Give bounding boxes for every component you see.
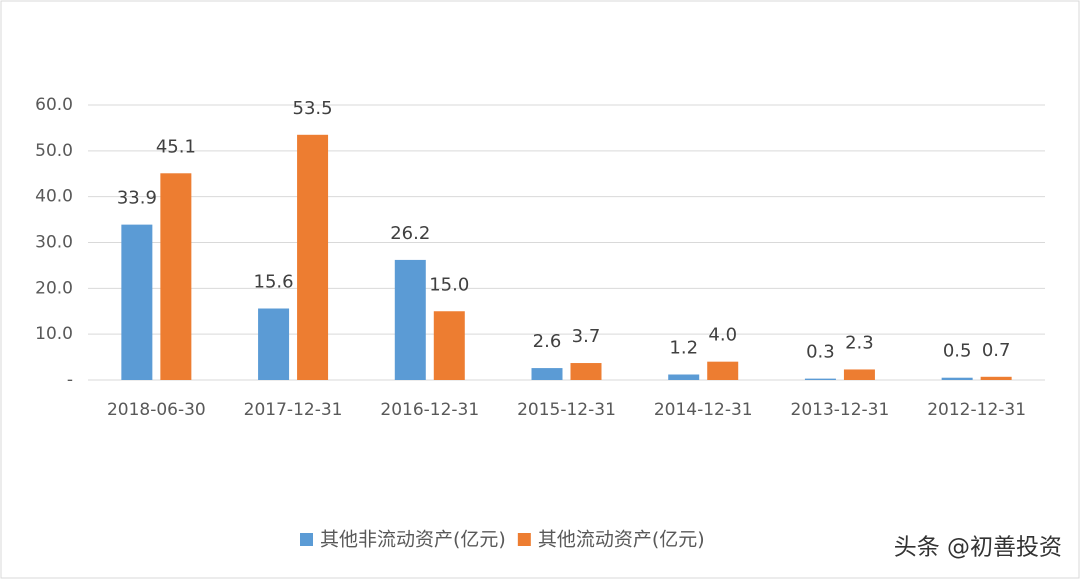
bar: [121, 224, 153, 380]
bar: [843, 369, 875, 380]
y-tick-label: -: [67, 370, 73, 390]
bar: [980, 376, 1012, 380]
legend-label: 其他非流动资产(亿元): [320, 529, 506, 551]
y-tick-label: 30.0: [35, 233, 73, 253]
watermark: 头条 @初善投资: [894, 535, 1062, 561]
y-tick-label: 10.0: [35, 324, 73, 344]
x-tick-label: 2015-12-31: [517, 400, 616, 420]
bar: [433, 311, 465, 380]
bar: [258, 308, 290, 380]
bar: [668, 374, 700, 380]
value-label: 33.9: [117, 188, 157, 209]
x-tick-label: 2014-12-31: [654, 400, 753, 420]
y-tick-label: 60.0: [35, 95, 73, 115]
legend-swatch: [517, 533, 531, 546]
bar: [804, 378, 836, 380]
x-tick-label: 2013-12-31: [791, 400, 890, 420]
value-label: 0.5: [943, 341, 972, 362]
value-label: 2.6: [533, 331, 562, 352]
value-label: 0.7: [982, 340, 1011, 361]
y-tick-label: 20.0: [35, 278, 73, 298]
value-label: 45.1: [156, 136, 196, 157]
legend-swatch: [300, 533, 313, 546]
bar: [160, 173, 192, 380]
x-tick-label: 2017-12-31: [244, 400, 343, 420]
value-label: 15.0: [429, 274, 469, 295]
value-label: 0.3: [806, 342, 835, 363]
y-tick-label: 40.0: [35, 187, 73, 207]
bar: [941, 377, 973, 380]
value-label: 26.2: [390, 223, 430, 244]
bar: [707, 361, 739, 380]
value-label: 1.2: [669, 338, 698, 359]
x-tick-label: 2018-06-30: [107, 400, 206, 420]
bar: [394, 259, 426, 380]
value-label: 4.0: [708, 325, 737, 346]
value-label: 53.5: [293, 98, 333, 119]
bar: [297, 134, 329, 380]
value-label: 15.6: [254, 272, 294, 293]
y-tick-label: 50.0: [35, 141, 73, 161]
bar: [570, 363, 602, 380]
bar: [531, 368, 563, 380]
value-label: 3.7: [572, 326, 601, 347]
value-label: 2.3: [845, 332, 874, 353]
x-tick-label: 2016-12-31: [380, 400, 479, 420]
legend-label: 其他流动资产(亿元): [538, 529, 705, 551]
x-tick-label: 2012-12-31: [927, 400, 1026, 420]
